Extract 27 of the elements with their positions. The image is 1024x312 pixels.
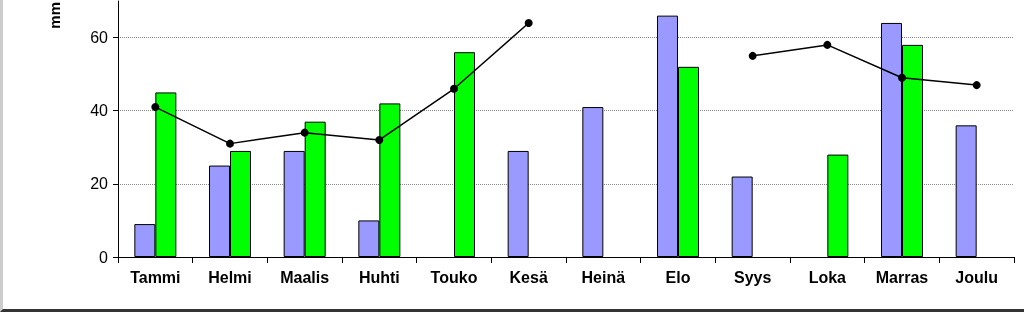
point [226,139,234,148]
y-tick-label: 60 [90,29,109,47]
x-tick-label: Loka [808,268,847,286]
point [300,128,309,137]
x-tick-label: Heinä [581,268,626,286]
x-tick-label: Kesä [509,268,548,286]
point [898,73,906,82]
x-tick-label: Helmi [208,268,252,286]
point [151,103,160,112]
y-axis-title: mm [46,1,63,29]
point [823,40,832,49]
x-tick-label: Maalis [280,268,330,286]
point [375,135,384,144]
point [450,84,458,93]
x-tick-label: Joulu [955,268,998,286]
point [972,81,981,90]
point [524,18,533,27]
x-tick-label: Tammi [130,268,181,286]
x-tick-label: Touko [430,268,478,286]
x-tick-label: Elo [665,268,691,286]
point [748,51,757,60]
x-tick-label: Syys [733,268,772,286]
x-tick-label: Huhti [358,268,400,286]
y-tick-label: 0 [99,248,109,266]
y-tick-label: 40 [90,102,109,120]
y-tick-label: 20 [90,175,109,193]
x-tick-label: Marras [875,268,929,286]
